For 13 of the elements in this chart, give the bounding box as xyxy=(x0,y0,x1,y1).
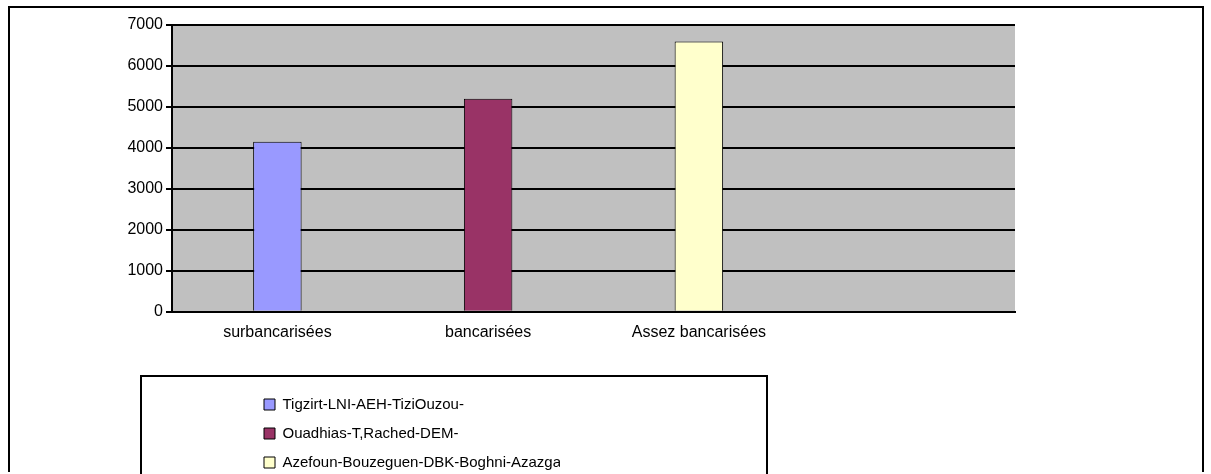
y-tick-label: 4000 xyxy=(127,138,164,156)
x-tick-label: Assez bancarisées xyxy=(631,322,767,340)
y-tick-label: 5000 xyxy=(127,97,164,115)
legend-label: Ouadhias-T,Rached-DEM- xyxy=(282,423,459,441)
y-tick-label: 0 xyxy=(154,302,164,320)
y-tick-label: 1000 xyxy=(127,261,164,279)
x-tick-label: surbancarisées xyxy=(223,322,332,340)
y-tick-label: 2000 xyxy=(127,220,164,238)
y-tick-label: 3000 xyxy=(127,179,164,197)
y-tick-label: 7000 xyxy=(127,15,164,33)
y-tick-label: 6000 xyxy=(127,56,164,74)
x-tick-label: bancarisées xyxy=(444,322,532,340)
legend-label: Tigzirt-LNI-AEH-TiziOuzou- xyxy=(282,394,464,412)
